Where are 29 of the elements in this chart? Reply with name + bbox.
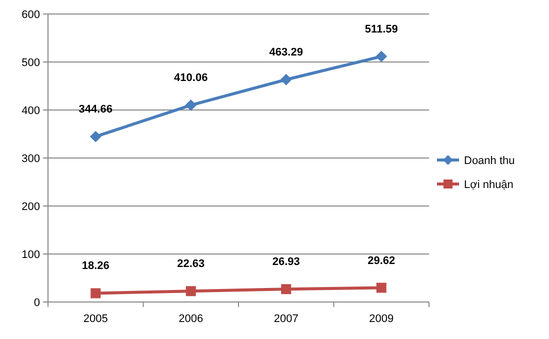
- y-tick-label: 500: [22, 56, 40, 69]
- data-label: 463.29: [269, 46, 303, 59]
- x-tick-label: 2007: [274, 313, 298, 325]
- data-label: 18.26: [82, 260, 110, 272]
- data-label: 410.06: [174, 72, 208, 84]
- x-tick-label: 2005: [83, 313, 108, 325]
- y-tick-label: 200: [22, 200, 40, 213]
- point: [281, 284, 292, 294]
- point: [376, 50, 387, 62]
- legend-label: Doanh thu: [464, 154, 515, 167]
- point: [90, 131, 102, 142]
- point: [185, 100, 196, 111]
- y-tick-label: 100: [22, 248, 40, 261]
- y-tick-label: 600: [22, 8, 40, 21]
- point: [280, 74, 292, 86]
- point: [90, 288, 101, 298]
- data-label: 344.66: [78, 104, 112, 116]
- data-label: 26.93: [272, 256, 300, 268]
- point: [376, 282, 386, 293]
- x-tick-label: 2009: [369, 313, 394, 325]
- x-tick-label: 2006: [178, 313, 204, 325]
- data-label: 22.63: [177, 258, 205, 270]
- point: [186, 286, 196, 296]
- y-tick-label: 400: [22, 104, 40, 117]
- legend-label: Lợi nhuận: [464, 178, 514, 191]
- data-label: 511.59: [364, 23, 398, 36]
- y-tick-label: 300: [22, 152, 40, 165]
- y-tick-label: 0: [34, 296, 40, 309]
- data-label: 29.62: [368, 254, 396, 267]
